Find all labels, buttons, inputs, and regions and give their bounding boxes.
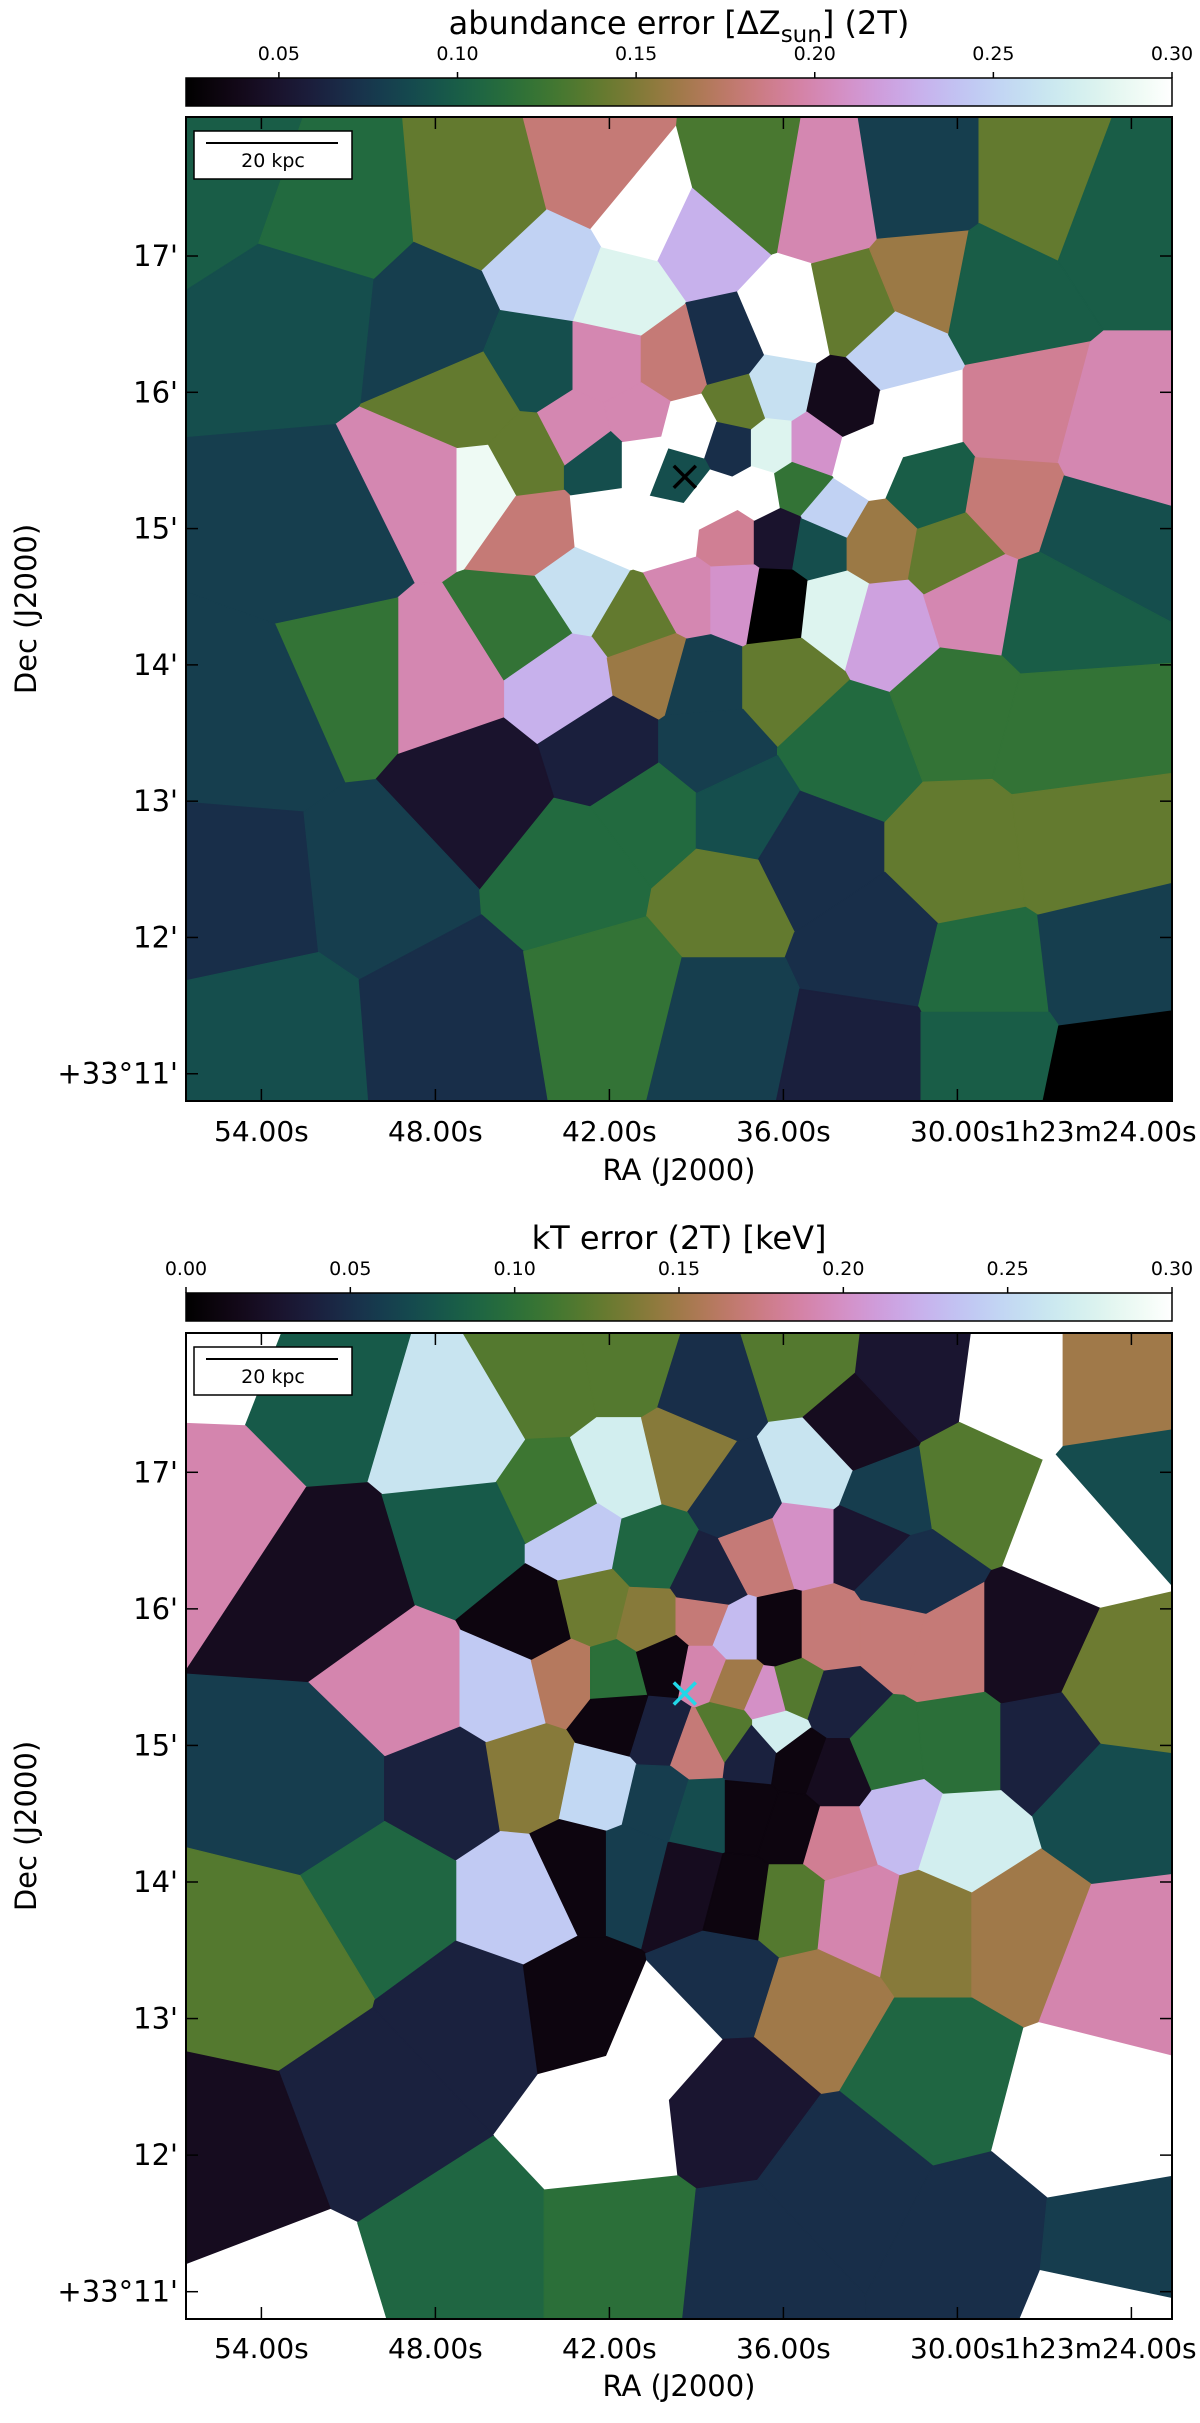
voronoi-bin bbox=[750, 417, 793, 475]
scalebar-label: 20 kpc bbox=[241, 150, 305, 172]
colorbar-tick-label: 0.05 bbox=[258, 43, 300, 65]
colorbar-tick-label: 0.25 bbox=[987, 1258, 1029, 1280]
x-tick-label: 54.00s bbox=[214, 1115, 309, 1148]
voronoi-bins bbox=[186, 1333, 1172, 2319]
colorbar-tick-label: 0.15 bbox=[615, 43, 657, 65]
x-tick-label: 30.00s bbox=[910, 2332, 1005, 2365]
y-axis-label: Dec (J2000) bbox=[9, 524, 43, 694]
colorbar-title: abundance error [ΔZsun] (2T) bbox=[449, 4, 910, 48]
colorbar bbox=[185, 1292, 1173, 1322]
kt-error-panel: kT error (2T) [keV] 0.00 0.05 0.10 0.15 0.20 0… bbox=[0, 1200, 1200, 2419]
colorbar-title: kT error (2T) [keV] bbox=[532, 1219, 827, 1257]
x-tick-label: 48.00s bbox=[388, 2332, 483, 2365]
y-tick-label: 16' bbox=[133, 375, 178, 409]
y-tick-label: 14' bbox=[133, 648, 178, 682]
voronoi-bin bbox=[756, 1588, 803, 1668]
colorbar-tick-label: 0.30 bbox=[1151, 1258, 1193, 1280]
colorbar-tick-label: 0.15 bbox=[658, 1258, 700, 1280]
colorbar-tick-label: 0.10 bbox=[436, 43, 478, 65]
y-tick-label: 12' bbox=[133, 920, 178, 954]
voronoi-bin bbox=[186, 801, 320, 982]
y-tick-label: 13' bbox=[133, 784, 178, 818]
voronoi-bin bbox=[1062, 1333, 1172, 1448]
plot-frame bbox=[185, 1332, 1173, 2320]
y-tick-label: 17' bbox=[133, 1455, 178, 1489]
scalebar-box bbox=[193, 130, 353, 180]
voronoi-bin bbox=[801, 1583, 861, 1672]
y-tick-label: 15' bbox=[133, 512, 178, 546]
center-marker bbox=[672, 1681, 698, 1706]
colorbar-tick-label: 0.25 bbox=[972, 43, 1014, 65]
colorbar-tick-label: 0.20 bbox=[822, 1258, 864, 1280]
y-tick-label: 14' bbox=[133, 1865, 178, 1899]
x-tick-label: 42.00s bbox=[562, 1115, 657, 1148]
abundance-error-panel: abundance error [ΔZsun] (2T) 0.05 0.10 0.15… bbox=[0, 0, 1200, 1200]
kt-error-chart: kT error (2T) [keV] 0.00 0.05 0.10 0.15 0.20 0… bbox=[9, 1219, 1197, 2403]
x-tick-label: 1h23m24.00s bbox=[1003, 2332, 1196, 2365]
y-tick-label: 17' bbox=[133, 239, 178, 273]
colorbar-tick-label: 0.05 bbox=[329, 1258, 371, 1280]
colorbar-title-subscript: sun bbox=[781, 22, 822, 48]
y-tick-label: 15' bbox=[133, 1728, 178, 1762]
x-tick-label: 36.00s bbox=[736, 2332, 831, 2365]
voronoi-bin bbox=[991, 662, 1172, 796]
x-tick-label: 1h23m24.00s bbox=[1003, 1115, 1196, 1148]
y-axis-label: Dec (J2000) bbox=[9, 1741, 43, 1911]
colorbar-tick-label: 0.20 bbox=[794, 43, 836, 65]
colorbar-tick-label: 0.00 bbox=[165, 1258, 207, 1280]
y-tick-label: 13' bbox=[133, 2002, 178, 2036]
voronoi-bins bbox=[186, 117, 1172, 1101]
voronoi-bin bbox=[1042, 1010, 1172, 1101]
x-tick-label: 36.00s bbox=[736, 1115, 831, 1148]
plot-frame bbox=[185, 116, 1173, 1102]
voronoi-bin bbox=[1055, 1429, 1172, 1587]
y-tick-label: 16' bbox=[133, 1592, 178, 1626]
x-tick-label: 54.00s bbox=[214, 2332, 309, 2365]
y-tick-label: +33°11' bbox=[57, 2275, 178, 2309]
colorbar-tick-label: 0.30 bbox=[1151, 43, 1193, 65]
x-axis-label: RA (J2000) bbox=[602, 2369, 755, 2403]
voronoi-bin bbox=[1019, 2270, 1172, 2319]
colorbar-title-main: abundance error [ΔZ bbox=[449, 4, 781, 42]
voronoi-bin bbox=[920, 1011, 1060, 1101]
colorbar-tick-label: 0.10 bbox=[494, 1258, 536, 1280]
abundance-error-chart: abundance error [ΔZsun] (2T) 0.05 0.10 0.15… bbox=[9, 4, 1197, 1187]
voronoi-bin bbox=[857, 117, 980, 240]
voronoi-bin bbox=[186, 951, 370, 1101]
colorbar-title-tail: ] (2T) bbox=[822, 4, 910, 42]
scalebar-box bbox=[193, 1346, 353, 1396]
scalebar-label: 20 kpc bbox=[241, 1366, 305, 1388]
voronoi-bin bbox=[758, 1864, 826, 1960]
voronoi-bin bbox=[775, 988, 922, 1101]
center-marker-stroke bbox=[672, 1681, 698, 1706]
colorbar bbox=[185, 77, 1173, 107]
voronoi-bin bbox=[916, 1691, 1002, 1795]
voronoi-bin bbox=[543, 2175, 697, 2319]
y-tick-label: +33°11' bbox=[57, 1057, 178, 1091]
center-marker bbox=[672, 464, 698, 490]
x-axis-label: RA (J2000) bbox=[602, 1153, 755, 1187]
x-tick-label: 42.00s bbox=[562, 2332, 657, 2365]
center-marker-stroke bbox=[672, 464, 698, 490]
x-tick-label: 30.00s bbox=[910, 1115, 1005, 1148]
x-tick-label: 48.00s bbox=[388, 1115, 483, 1148]
voronoi-bin bbox=[186, 243, 375, 439]
y-tick-label: 12' bbox=[133, 2138, 178, 2172]
